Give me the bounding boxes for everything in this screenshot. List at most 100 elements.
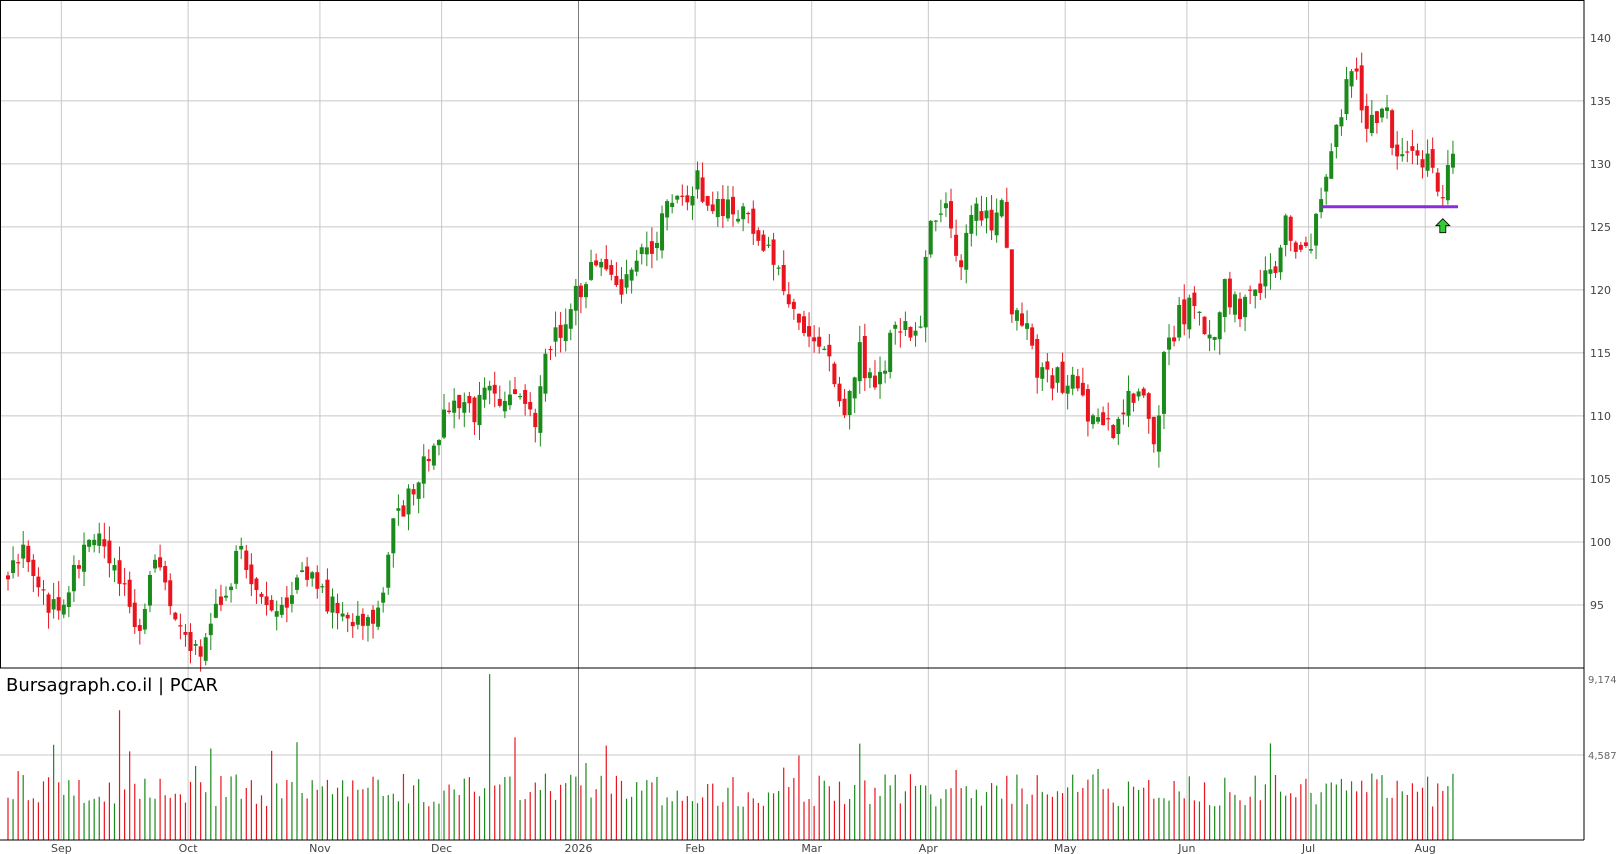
candle-body: [1126, 390, 1131, 416]
candle-body: [695, 170, 700, 190]
candle-body: [543, 353, 548, 394]
candle-body: [76, 565, 81, 569]
candle-body: [1385, 107, 1390, 111]
candle-body: [87, 539, 92, 547]
month-label: 2026: [564, 842, 592, 854]
candle-body: [771, 239, 776, 265]
candle-body: [188, 632, 193, 652]
candle-body: [670, 202, 675, 208]
candle-body: [497, 398, 502, 406]
volume-layer: [7, 674, 1454, 840]
candle-body: [26, 545, 31, 563]
candle-body: [391, 518, 396, 554]
candle-body: [421, 456, 426, 484]
candle-body: [350, 621, 355, 627]
month-label: Apr: [919, 842, 939, 854]
candle-body: [203, 637, 208, 661]
candle-body: [1390, 110, 1395, 148]
candle-body: [320, 586, 325, 588]
candle-body: [406, 488, 411, 515]
candle-body: [822, 348, 827, 350]
candle-body: [229, 586, 234, 591]
candle-body: [97, 533, 102, 546]
candle-body: [1060, 361, 1065, 393]
candle-body: [903, 321, 908, 330]
candle-body: [862, 335, 867, 379]
candle-body: [1111, 425, 1116, 439]
candle-body: [254, 578, 259, 591]
candle-body: [1227, 278, 1232, 308]
candle-body: [1187, 297, 1192, 330]
candle-body: [741, 206, 746, 220]
candle-body: [1020, 313, 1024, 326]
candle-body: [1202, 316, 1207, 335]
candle-body: [665, 201, 670, 218]
candle-body: [345, 614, 350, 619]
candle-body: [954, 234, 959, 256]
candle-body: [36, 576, 41, 588]
candle-body: [680, 195, 685, 197]
candle-body: [1009, 249, 1014, 315]
candle-body: [558, 324, 563, 338]
candle-body: [999, 200, 1004, 217]
candle-body: [482, 387, 487, 400]
price-tick-label: 110: [1590, 410, 1611, 423]
candle-body: [1177, 304, 1182, 338]
price-tick-label: 115: [1590, 347, 1611, 360]
candle-body: [781, 264, 786, 292]
candle-body: [1339, 117, 1344, 127]
candle-body: [1243, 296, 1248, 318]
candle-body: [1395, 144, 1400, 157]
candle-body: [528, 401, 533, 410]
candle-body: [218, 596, 223, 605]
candle-body: [589, 262, 594, 280]
candle-body: [173, 612, 178, 620]
candle-body: [147, 574, 152, 606]
candle-body: [163, 566, 168, 583]
candle-body: [715, 199, 720, 218]
candle-body: [1369, 114, 1374, 134]
candle-body: [872, 375, 877, 388]
candle-body: [426, 458, 431, 462]
candle-body: [1101, 412, 1106, 426]
price-tick-label: 135: [1590, 95, 1611, 108]
candle-body: [371, 609, 376, 624]
candle-body: [1075, 376, 1080, 389]
candle-body: [857, 342, 862, 382]
candle-body: [31, 559, 36, 576]
candle-body: [396, 508, 401, 511]
candle-body: [1172, 337, 1177, 342]
candle-body: [153, 559, 158, 569]
candle-body: [198, 646, 203, 657]
candle-body: [122, 583, 127, 585]
candle-body: [1303, 242, 1308, 246]
candle-body: [274, 611, 279, 617]
candle-body: [1167, 337, 1172, 350]
candle-body: [1400, 154, 1405, 157]
candle-body: [472, 397, 477, 423]
candle-body: [705, 196, 710, 206]
candle-body: [725, 199, 730, 219]
candle-body: [1096, 417, 1101, 422]
candle-body: [1151, 416, 1156, 445]
candle-body: [416, 482, 421, 499]
price-tick-label: 120: [1590, 284, 1611, 297]
candle-body: [1415, 150, 1420, 156]
candle-body: [1106, 418, 1111, 420]
candle-body: [761, 234, 766, 251]
candle-body: [360, 613, 365, 626]
candle-body: [1197, 311, 1202, 313]
candle-body: [609, 265, 614, 275]
candle-body: [1207, 334, 1212, 339]
candle-body: [1248, 289, 1253, 291]
price-tick-label: 105: [1590, 473, 1611, 486]
candle-body: [913, 330, 918, 336]
candle-body: [1268, 269, 1273, 274]
candle-body: [644, 247, 649, 255]
candle-body: [1273, 266, 1278, 273]
candle-body: [264, 596, 269, 606]
candle-body: [442, 409, 447, 438]
candle-body: [107, 540, 112, 564]
month-label: Mar: [801, 842, 822, 854]
